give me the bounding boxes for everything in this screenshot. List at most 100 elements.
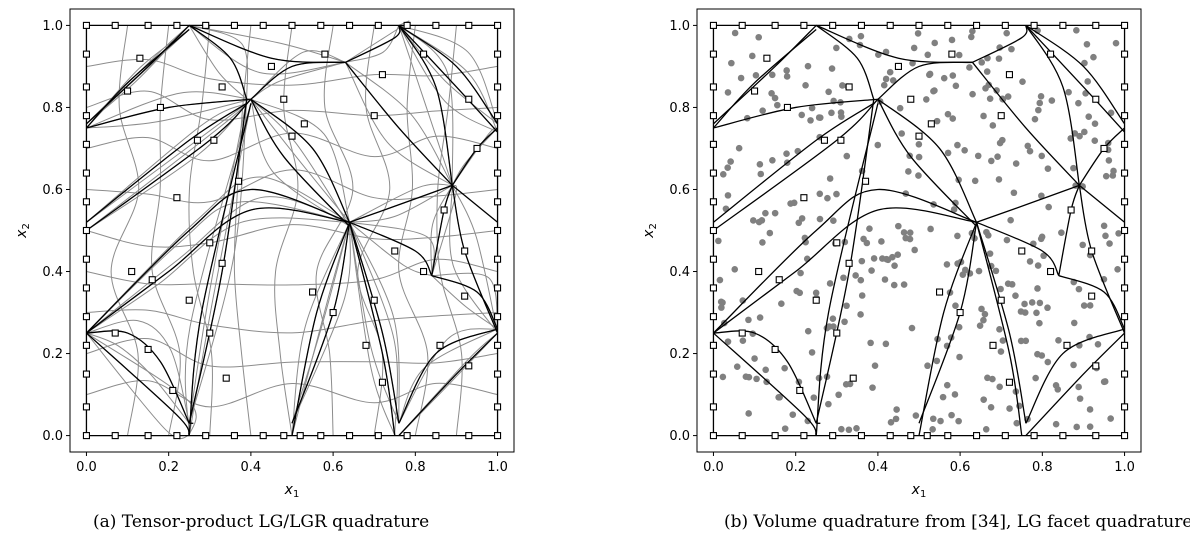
- square-markers: [709, 21, 1129, 440]
- square-marker: [494, 50, 502, 58]
- volume-point: [824, 194, 831, 202]
- volume-point: [771, 209, 779, 217]
- fine-grid-line: [398, 25, 429, 436]
- volume-point: [983, 228, 990, 236]
- y-tick-label: 0.4: [42, 265, 63, 280]
- volume-point: [869, 384, 876, 391]
- volume-point: [999, 337, 1007, 344]
- volume-point: [1073, 27, 1080, 34]
- square-marker: [1121, 50, 1129, 58]
- volume-point: [951, 391, 959, 398]
- square-marker: [378, 378, 386, 386]
- mesh-edge: [188, 103, 252, 436]
- mesh-edge: [712, 29, 817, 129]
- volume-point: [841, 318, 848, 326]
- mesh-edge: [398, 332, 499, 437]
- square-marker: [346, 432, 354, 440]
- square-marker: [833, 239, 841, 247]
- square-marker: [997, 296, 1005, 304]
- volume-point: [1102, 172, 1110, 180]
- mesh-edge: [348, 222, 396, 436]
- volume-point: [810, 394, 818, 401]
- volume-point: [757, 170, 765, 178]
- square-marker: [329, 308, 337, 317]
- plot-area: [82, 20, 502, 440]
- mesh-edge: [877, 98, 978, 223]
- mesh-edge: [1078, 127, 1126, 186]
- square-marker: [222, 374, 230, 382]
- mesh-edge: [349, 221, 433, 276]
- mesh-edge: [971, 61, 1080, 186]
- volume-point: [751, 355, 758, 362]
- square-marker: [374, 432, 382, 440]
- mesh-edge: [1078, 185, 1126, 334]
- volume-point: [1034, 285, 1041, 292]
- mesh-edge: [877, 98, 978, 227]
- volume-point: [944, 149, 952, 157]
- square-marker: [845, 83, 853, 91]
- volume-point: [912, 412, 920, 419]
- square-marker: [907, 95, 915, 103]
- volume-point: [914, 30, 922, 37]
- mesh-edge: [972, 25, 1028, 63]
- square-marker: [218, 259, 226, 267]
- square-marker: [1059, 21, 1067, 29]
- volume-point: [863, 239, 871, 247]
- fine-grid-line: [349, 222, 398, 436]
- volume-point: [1080, 302, 1088, 309]
- square-marker: [1047, 50, 1055, 58]
- square-marker: [829, 21, 837, 29]
- y-tick-label: 0.0: [42, 429, 63, 444]
- volume-point: [909, 59, 916, 67]
- square-marker: [403, 432, 411, 440]
- fine-grid-line: [86, 217, 350, 334]
- volume-point: [988, 157, 995, 165]
- volume-point: [1091, 137, 1099, 145]
- square-marker: [494, 198, 502, 206]
- volume-point: [966, 64, 973, 71]
- volume-point: [868, 267, 875, 274]
- square-marker: [494, 341, 502, 349]
- volume-point: [719, 299, 726, 306]
- mesh-edge: [431, 275, 499, 330]
- volume-point: [929, 426, 936, 433]
- square-marker: [709, 341, 717, 349]
- square-marker: [1121, 169, 1129, 177]
- mesh-edge: [713, 98, 879, 232]
- volume-point: [1052, 382, 1060, 389]
- square-marker: [1121, 21, 1129, 29]
- square-marker: [775, 276, 783, 284]
- fine-grid-line: [451, 127, 498, 186]
- square-marker: [82, 432, 90, 440]
- volume-point: [931, 39, 939, 47]
- mesh-edge: [1025, 332, 1126, 437]
- square-marker: [709, 21, 717, 29]
- volume-point: [1028, 299, 1036, 306]
- volume-point: [978, 59, 986, 66]
- square-marker: [494, 432, 502, 440]
- mesh-edges: [85, 24, 499, 437]
- square-marker: [751, 87, 759, 95]
- x-tick-label: 1.0: [487, 460, 508, 475]
- square-marker: [235, 177, 243, 185]
- volume-point: [1090, 53, 1097, 61]
- volume-point: [1036, 299, 1044, 307]
- fine-grid-line: [189, 24, 249, 100]
- square-marker: [709, 198, 717, 206]
- volume-point: [952, 82, 960, 90]
- volume-point: [755, 33, 763, 41]
- fine-grid-line: [315, 25, 354, 436]
- volume-point: [1048, 97, 1056, 104]
- x-tick-label: 0.0: [76, 460, 97, 475]
- square-marker: [915, 132, 923, 140]
- square-marker: [709, 140, 717, 148]
- square-marker: [156, 103, 164, 111]
- fine-grid-line: [86, 58, 498, 86]
- volume-point: [735, 144, 743, 152]
- volume-point: [762, 209, 769, 217]
- volume-point: [893, 406, 900, 413]
- fine-grid-line: [188, 24, 346, 75]
- volume-point: [756, 314, 764, 321]
- square-marker: [82, 284, 90, 292]
- volume-point: [997, 348, 1005, 355]
